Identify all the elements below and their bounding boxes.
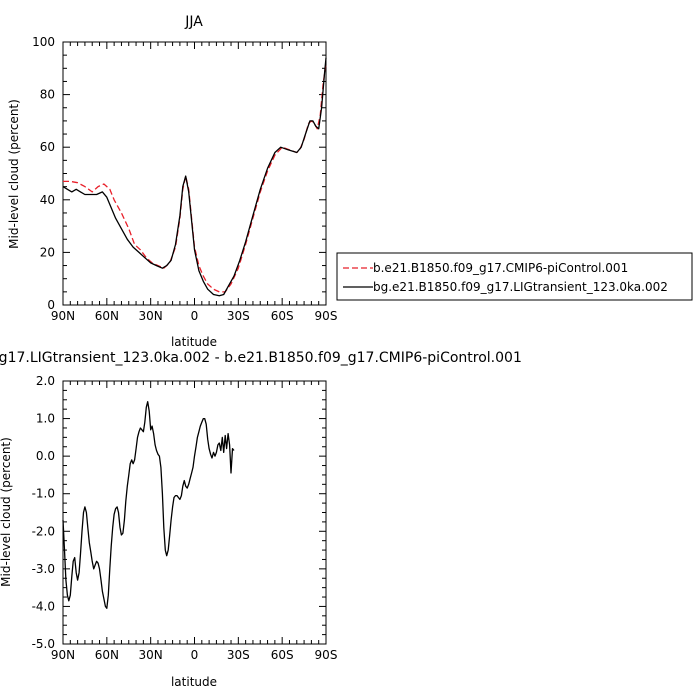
y-tick-label: 0 [47, 298, 55, 312]
top-plot-area: 90N 60N 30N 0 30S 60S 90S 0 20 40 60 80 100 [32, 35, 337, 323]
y-tick-label: 100 [32, 35, 55, 49]
top-chart-ylabel: Mid-level cloud (percent) [7, 99, 21, 249]
bottom-chart-xlabel: latitude [171, 675, 217, 689]
x-tick-label: 30S [227, 309, 250, 323]
y-tick-label: -1.0 [32, 487, 55, 501]
y-tick-label: 80 [40, 88, 55, 102]
series-line-0 [63, 62, 327, 293]
y-tick-label: -3.0 [32, 562, 55, 576]
legend: b.e21.B1850.f09_g17.CMIP6-piControl.001 … [336, 252, 693, 301]
y-tick-label: -2.0 [32, 524, 55, 538]
legend-box [336, 252, 693, 301]
top-chart-xlabel: latitude [171, 335, 217, 349]
y-tick-label: 0.0 [36, 449, 55, 463]
x-tick-label: 0 [191, 648, 199, 662]
plot-frame-0 [62, 41, 327, 306]
y-tick-label: 1.0 [36, 412, 55, 426]
x-tick-label: 60N [95, 309, 119, 323]
bottom-plot-area: 90N 60N 30N 0 30S 60S 90S -5.0 -4.0 -3.0 -2.0 -1.0 0… [32, 374, 338, 662]
bottom-chart: bg.e21.B1850.f09_g17.LIGtransient_123.0k… [0, 350, 522, 689]
y-tick-label: 40 [40, 193, 55, 207]
legend-label-0: b.e21.B1850.f09_g17.CMIP6-piControl.001 [373, 261, 628, 275]
bottom-chart-ylabel: Mid-level cloud (percent) [0, 437, 13, 587]
x-tick-label: 60S [271, 309, 294, 323]
x-tick-label: 60S [271, 648, 294, 662]
bottom-chart-title: bg.e21.B1850.f09_g17.LIGtransient_123.0k… [0, 350, 522, 366]
x-tick-label: 90N [51, 309, 75, 323]
y-tick-label: -4.0 [32, 599, 55, 613]
x-tick-label: 30N [139, 648, 163, 662]
y-tick-label: 20 [40, 245, 55, 259]
x-tick-label: 0 [191, 309, 199, 323]
x-tick-label: 60N [95, 648, 119, 662]
x-tick-label: 90S [315, 309, 338, 323]
series-line-1 [62, 57, 327, 297]
plot-frame-1 [62, 380, 327, 645]
legend-label-1: bg.e21.B1850.f09_g17.LIGtransient_123.0k… [373, 280, 668, 294]
series-line-0 [62, 401, 235, 609]
y-tick-label: 2.0 [36, 374, 55, 388]
top-chart: JJA 90N 60N 30N 0 30S 60S 90S 0 20 40 60 80 100 lati… [7, 14, 337, 349]
x-tick-label: 30N [139, 309, 163, 323]
y-tick-label: 60 [40, 140, 55, 154]
x-tick-label: 90S [315, 648, 338, 662]
x-tick-label: 90N [51, 648, 75, 662]
top-chart-title: JJA [184, 14, 203, 30]
x-tick-label: 30S [227, 648, 250, 662]
y-tick-label: -5.0 [32, 637, 55, 651]
